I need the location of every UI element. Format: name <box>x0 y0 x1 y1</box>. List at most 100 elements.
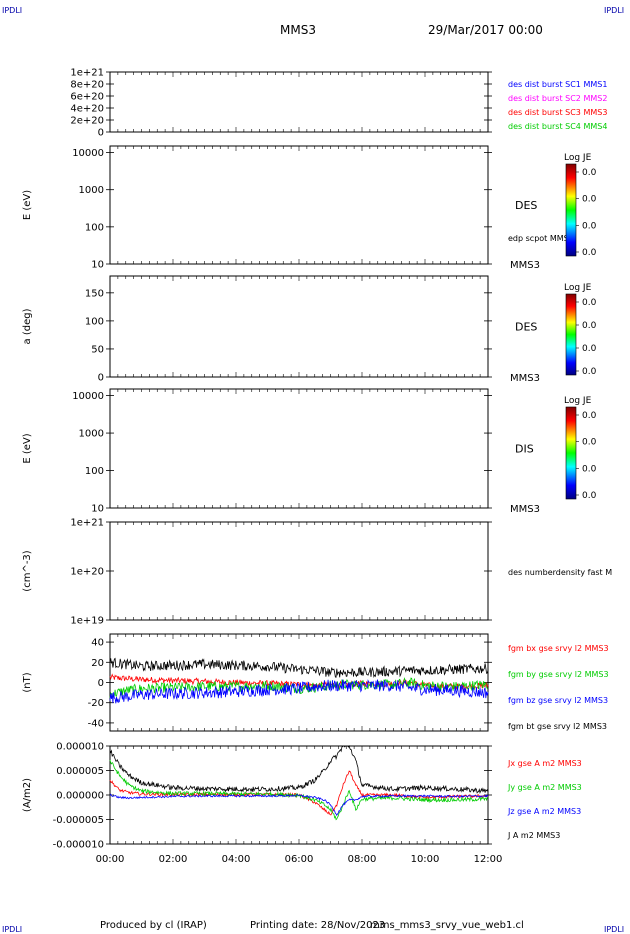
footer-printing-date: Printing date: 28/Nov/2023 <box>250 920 385 931</box>
series-line-6-3 <box>109 745 489 795</box>
y-tick-label: 100 <box>85 466 104 477</box>
y-tick-label: 2e+20 <box>70 116 104 127</box>
colorbar-tick-label: 0.0 <box>582 321 597 331</box>
y-axis-label: (A/m2) <box>22 778 33 812</box>
legend-entry: des dist burst SC3 MMS3 <box>508 108 607 117</box>
y-tick-label: 150 <box>85 288 104 299</box>
y-tick-label: 100 <box>85 222 104 233</box>
legend-entry: des dist burst SC2 MMS2 <box>508 94 607 103</box>
panel-frame <box>109 145 489 265</box>
y-tick-label: 0 <box>98 373 104 384</box>
legend-entry: des dist burst SC4 MMS4 <box>508 122 607 131</box>
header-spacecraft: MMS3 <box>280 23 316 37</box>
series-line-6-1 <box>109 759 489 821</box>
legend-entry: fgm bx gse srvy l2 MMS3 <box>508 644 609 653</box>
colorbar-title: Log JE <box>564 153 592 163</box>
panel-frame <box>109 521 489 621</box>
panel-5: 40 20 0 -20 -40 (nT) fgm bx gse srvy l2 MMS3 fg… <box>22 633 609 732</box>
y-tick-label: 8e+20 <box>70 80 104 91</box>
colorbar-tick-label: 0.0 <box>582 464 597 474</box>
corner-label-bottom-left: IPDLI <box>2 925 22 934</box>
y-tick-label: -0.000010 <box>53 840 104 851</box>
panel-2: 150 100 50 0 a (deg) DES MMS3 <box>22 275 540 384</box>
y-tick-label: 6e+20 <box>70 92 104 103</box>
colorbar-tick-label: 0.0 <box>582 168 597 178</box>
footer-produced-by: Produced by cl (IRAP) <box>100 920 207 931</box>
y-tick-label: 10 <box>91 504 104 515</box>
y-tick-label: 0.000005 <box>56 766 104 777</box>
panel-frame <box>109 388 489 509</box>
instrument-label: DES <box>515 199 537 212</box>
colorbar-tick-label: 0.0 <box>582 411 597 421</box>
colorbar-title: Log JE <box>564 396 592 406</box>
y-tick-label: 0 <box>98 678 104 689</box>
colorbar-2: Log JE 0.0 0.0 0.0 0.0 <box>564 283 597 377</box>
colorbar-tick-label: 0.0 <box>582 195 597 205</box>
colorbar-tick-label: 0.0 <box>582 221 597 231</box>
panel-6: 0.000010 0.000005 0.000000 -0.000005 -0.0000… <box>22 742 582 866</box>
x-tick-label: 06:00 <box>285 854 314 865</box>
x-tick-label: 02:00 <box>159 854 188 865</box>
y-tick-label: 4e+20 <box>70 104 104 115</box>
y-tick-label: -20 <box>88 698 104 709</box>
x-tick-label: 04:00 <box>222 854 251 865</box>
series-line-5-2 <box>109 679 489 704</box>
colorbar-tick-label: 0.0 <box>582 298 597 308</box>
overlay-label: edp scpot MMS3 <box>508 234 574 243</box>
x-tick-label: 10:00 <box>411 854 440 865</box>
y-tick-label: 40 <box>91 638 104 649</box>
colorbar-bar <box>565 293 577 376</box>
legend-entry: des dist burst SC1 MMS1 <box>508 80 607 89</box>
colorbar-tick-label: 0.0 <box>582 491 597 501</box>
series-line-6-2 <box>109 793 489 817</box>
y-tick-label: 1e+21 <box>70 518 104 529</box>
y-tick-label: 50 <box>91 344 104 355</box>
colorbar-3: Log JE 0.0 0.0 0.0 0.0 <box>564 396 597 501</box>
y-tick-label: 0 <box>98 128 104 139</box>
footer-script-name: mms_mms3_srvy_vue_web1.cl <box>370 920 524 931</box>
colorbar-tick-label: 0.0 <box>582 248 597 258</box>
y-tick-label: 0.000000 <box>56 791 104 802</box>
x-tick-label: 08:00 <box>348 854 377 865</box>
legend-entry: J A m2 MMS3 <box>507 831 560 840</box>
y-tick-label: -0.000005 <box>53 815 104 826</box>
legend-entry: Jx gse A m2 MMS3 <box>507 759 582 768</box>
legend-entry: fgm bt gse srvy l2 MMS3 <box>508 722 607 731</box>
y-tick-label: 1e+19 <box>70 616 104 627</box>
y-tick-label: -40 <box>88 718 104 729</box>
y-axis-label: (nT) <box>22 672 33 692</box>
series-line-5-3 <box>109 657 489 679</box>
y-axis-label: E (eV) <box>22 433 33 463</box>
y-tick-label: 20 <box>91 658 104 669</box>
legend-entry: Jy gse A m2 MMS3 <box>507 783 582 792</box>
y-tick-label: 10 <box>91 260 104 271</box>
panel-3: 10000 1000 100 10 E (eV) DIS MMS3 <box>22 388 540 515</box>
spacecraft-label: MMS3 <box>510 260 540 271</box>
panel-1: 10000 1000 100 10 E (eV) DES MMS3 edp scpot MMS… <box>22 145 574 271</box>
spacecraft-label: MMS3 <box>510 504 540 515</box>
x-tick-label: 00:00 <box>96 854 125 865</box>
x-tick-label: 12:00 <box>474 854 503 865</box>
y-tick-label: 0.000010 <box>56 742 104 753</box>
instrument-label: DES <box>515 321 537 334</box>
colorbar-bar <box>565 406 577 500</box>
y-tick-label: 1e+21 <box>70 68 104 79</box>
legend-entry: fgm by gse srvy l2 MMS3 <box>508 670 609 679</box>
corner-label-top-right: IPDLI <box>604 6 624 15</box>
y-tick-label: 100 <box>85 316 104 327</box>
y-tick-label: 10000 <box>72 148 104 159</box>
y-tick-label: 1000 <box>79 185 104 196</box>
series-line-6-0 <box>109 770 489 816</box>
colorbar-bar <box>565 163 577 257</box>
header-date: 29/Mar/2017 00:00 <box>428 23 543 37</box>
series-line-5-1 <box>109 677 489 699</box>
y-tick-label: 1000 <box>79 429 104 440</box>
colorbar-title: Log JE <box>564 283 592 293</box>
legend-entry: fgm bz gse srvy l2 MMS3 <box>508 696 608 705</box>
panel-frame <box>109 71 489 133</box>
y-axis-label: (cm^-3) <box>22 550 33 591</box>
colorbar-tick-label: 0.0 <box>582 367 597 377</box>
